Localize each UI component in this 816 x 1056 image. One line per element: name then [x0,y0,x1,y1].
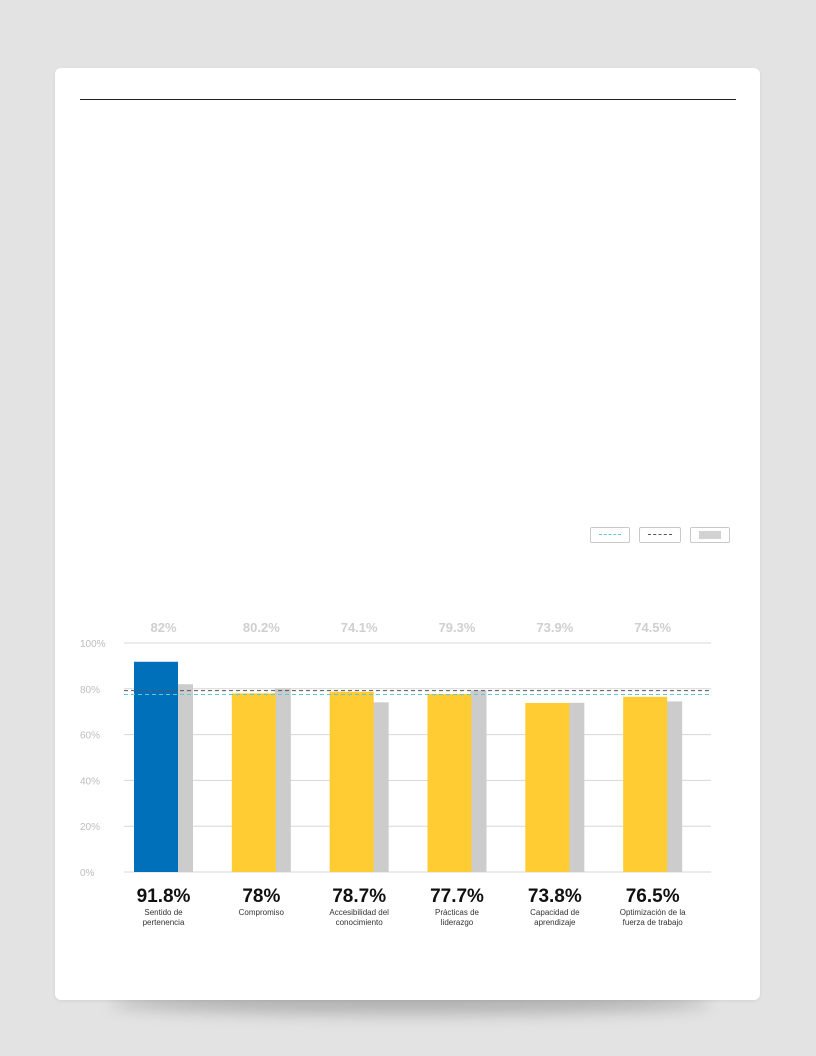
value-label: 76.5% [626,886,680,907]
value-bar [623,696,668,872]
y-tick-label: 80% [80,685,100,696]
value-label: 91.8% [137,886,191,907]
comparison-bar [470,690,487,872]
comparison-label: 82% [150,620,176,635]
value-bar [525,702,570,872]
comparison-label: 74.5% [634,620,671,635]
category-label: Prácticas de [435,908,480,917]
y-tick-label: 100% [80,639,106,650]
category-label: Accesibilidad del [329,908,389,917]
legend-item-comparison [690,527,730,543]
comparison-bar [568,702,585,872]
comparison-label: 80.2% [243,620,280,635]
category-label: Capacidad de [530,908,580,917]
value-bar [231,693,276,872]
comparison-label: 79.3% [439,620,476,635]
category-label: pertenencia [143,918,185,927]
legend-swatch-comparison-fill [699,531,721,539]
category-label: liderazgo [441,918,474,927]
comparison-bar [372,702,389,872]
value-label: 73.8% [528,886,582,907]
legend-item-reference-gray [639,527,681,543]
y-tick-label: 60% [80,731,100,742]
category-label: Compromiso [239,908,285,917]
value-bar [427,694,472,872]
value-label: 78% [242,886,280,907]
header-rule [80,99,736,100]
value-label: 78.7% [332,886,386,907]
value-label: 77.7% [430,886,484,907]
comparison-bar [666,701,683,872]
category-label: fuerza de trabajo [623,918,684,927]
comparison-label: 73.9% [536,620,573,635]
comparison-bar [274,688,291,872]
legend-swatch-cyan-dashed [599,534,621,535]
comparison-bar [177,684,193,872]
value-bar [134,661,178,872]
category-label: conocimiento [336,918,384,927]
comparison-label: 74.1% [341,620,378,635]
y-tick-label: 0% [80,868,95,879]
legend-item-reference-cyan [590,527,630,543]
legend-swatch-gray-dashed [648,534,672,535]
category-label: aprendizaje [534,918,576,927]
category-label: Optimización de la [620,908,686,917]
y-tick-label: 20% [80,822,100,833]
category-label: Sentido de [144,908,183,917]
y-tick-label: 40% [80,776,100,787]
value-bar [329,691,374,872]
